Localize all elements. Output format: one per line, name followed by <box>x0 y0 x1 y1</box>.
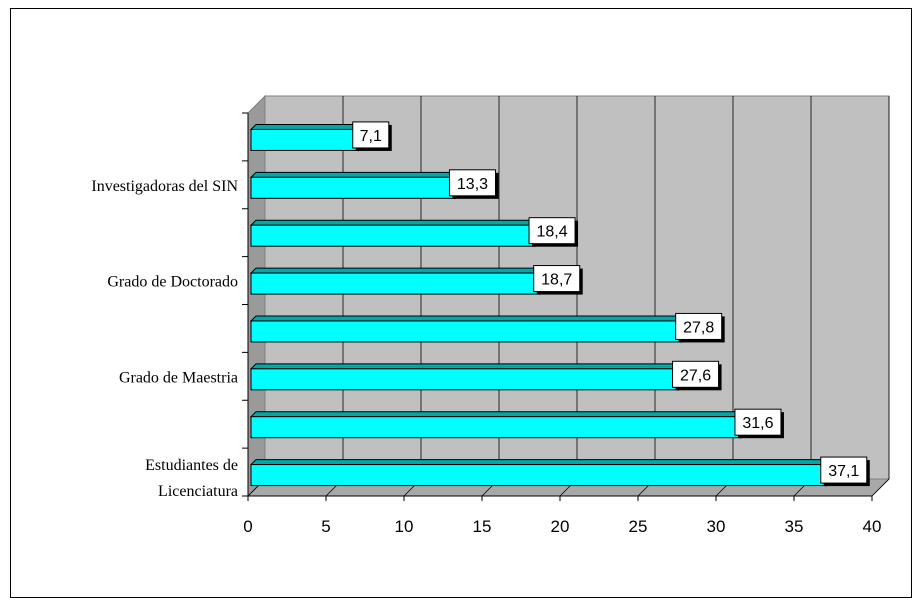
bar-top <box>249 411 748 418</box>
bar-top <box>249 123 365 130</box>
data-label-box <box>352 121 390 149</box>
category-label: Investigadoras del SIN <box>91 178 238 195</box>
bar <box>250 464 828 487</box>
x-tick-label: 5 <box>321 517 330 536</box>
data-label: 13,3 <box>457 176 488 193</box>
data-label: 31,6 <box>742 415 773 432</box>
category-label: Grado de Maestria <box>119 369 238 386</box>
bar-top <box>249 459 833 466</box>
data-label-box <box>533 265 581 293</box>
bar-top <box>249 363 685 370</box>
data-label-box <box>448 169 496 197</box>
bar-top <box>249 315 688 322</box>
data-label-box <box>528 217 576 245</box>
bar-top <box>249 267 546 274</box>
data-label: 18,4 <box>536 224 567 241</box>
category-label: Licenciatura <box>158 483 238 500</box>
x-tick-label: 40 <box>863 517 882 536</box>
bar-top <box>249 171 462 178</box>
floor-gridline <box>871 478 890 497</box>
x-tick-label: 30 <box>707 517 726 536</box>
data-label: 7,1 <box>360 128 382 145</box>
data-label-box <box>672 360 720 388</box>
bar <box>250 320 683 343</box>
category-label: Estudiantes de <box>145 457 238 474</box>
data-label-box <box>734 408 782 436</box>
bar <box>250 176 456 199</box>
data-label: 27,6 <box>680 367 711 384</box>
bar <box>250 224 536 247</box>
x-tick-label: 35 <box>785 517 804 536</box>
data-label: 18,7 <box>541 272 572 289</box>
category-label: Grado de Doctorado <box>107 274 238 291</box>
x-tick-label: 25 <box>629 517 648 536</box>
data-label-box <box>675 312 723 340</box>
data-label: 27,8 <box>683 319 714 336</box>
bar-top <box>249 219 542 226</box>
bar <box>250 128 360 151</box>
x-tick-label: 20 <box>551 517 570 536</box>
data-label: 37,1 <box>828 463 859 480</box>
bar <box>250 416 742 439</box>
data-label-box <box>820 456 868 484</box>
bar <box>250 272 541 295</box>
x-tick-label: 0 <box>243 517 252 536</box>
x-tick-label: 10 <box>395 517 414 536</box>
x-tick-label: 15 <box>473 517 492 536</box>
bar <box>250 368 680 391</box>
